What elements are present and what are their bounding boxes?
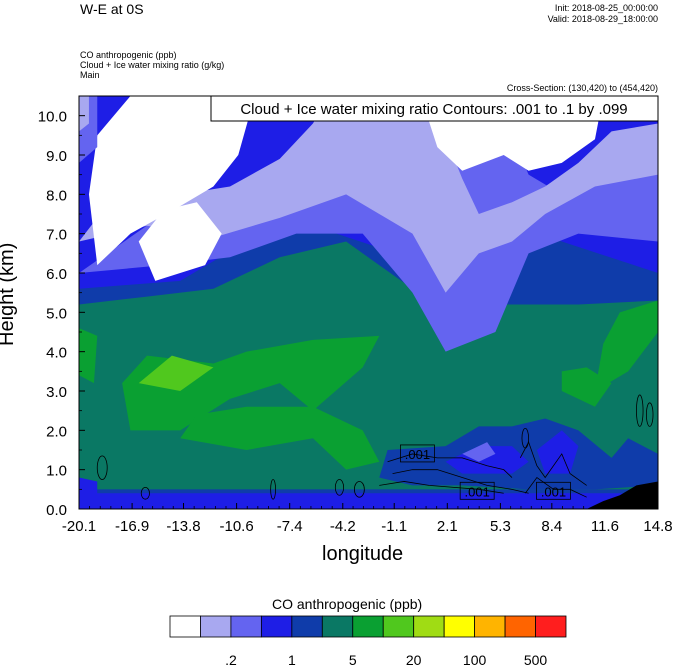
fill-region-13 bbox=[561, 367, 612, 407]
fill-region-19 bbox=[79, 477, 98, 509]
fill-region-21 bbox=[586, 481, 658, 509]
y-axis: 0.0 1.0 2.0 3.0 4.0 5.0 6.0 7.0 8.0 9.0 10.0 bbox=[38, 109, 85, 519]
contour-ellipse-5 bbox=[636, 394, 644, 427]
x-tick-label: -1.1 bbox=[381, 518, 407, 535]
contour-label-box-0 bbox=[400, 444, 435, 463]
contour-line-4 bbox=[524, 476, 587, 498]
y-tick-label: 6.0 bbox=[46, 266, 67, 283]
contour-ellipse-0 bbox=[96, 455, 108, 480]
fill-region-15 bbox=[138, 355, 214, 391]
field-cloud: Cloud + Ice water mixing ratio (g/kg) bbox=[80, 60, 225, 70]
x-tick-label: 5.3 bbox=[490, 518, 511, 535]
colorbar-box-7 bbox=[382, 615, 415, 638]
contour-labels: .001 .001 .001 bbox=[400, 444, 571, 500]
y-tick-label: 10.0 bbox=[38, 109, 67, 126]
y-tick-label: 4.0 bbox=[46, 345, 67, 362]
colorbar-box-11 bbox=[504, 615, 536, 638]
colorbar-tick-label: 20 bbox=[406, 652, 422, 667]
chart-title: W-E at 0S bbox=[80, 1, 144, 17]
fill-region-9 bbox=[79, 96, 89, 132]
y-tick-label: 0.0 bbox=[46, 502, 67, 519]
field-co: CO anthropogenic (ppb) bbox=[80, 50, 177, 60]
x-tick-label: -13.8 bbox=[166, 518, 200, 535]
field-main: Main bbox=[80, 70, 100, 80]
colorbar-box-4 bbox=[291, 615, 323, 638]
colorbar-title: CO anthropogenic (ppb) bbox=[272, 596, 423, 612]
contour-ellipse-2 bbox=[270, 479, 276, 500]
contour-ellipse-1 bbox=[140, 486, 150, 500]
fill-region-18 bbox=[536, 430, 579, 474]
fill-region-10 bbox=[122, 335, 380, 431]
contour-label-0: .001 bbox=[405, 447, 430, 462]
fill-region-4 bbox=[79, 96, 658, 293]
colorbar-box-1 bbox=[200, 615, 232, 638]
contour-label-box-1 bbox=[459, 481, 495, 500]
contour-label-1: .001 bbox=[465, 484, 490, 499]
fill-region-11 bbox=[180, 406, 380, 470]
colorbar-box-6 bbox=[352, 615, 384, 638]
time-info: Init: 2018-08-25_00:00:00 Valid: 2018-08… bbox=[548, 3, 658, 25]
colorbar-box-0 bbox=[169, 615, 201, 638]
y-tick-label: 9.0 bbox=[46, 148, 67, 165]
y-tick-label: 5.0 bbox=[46, 305, 67, 322]
valid-time: Valid: 2018-08-29_18:00:00 bbox=[547, 14, 658, 24]
colorbar-box-10 bbox=[474, 615, 506, 638]
cloud-contour-lines bbox=[96, 394, 654, 500]
colorbar-tick-label: 100 bbox=[463, 652, 487, 667]
x-tick-label: 11.6 bbox=[591, 518, 619, 535]
contour-info-text: Cloud + Ice water mixing ratio Contours:… bbox=[240, 101, 627, 118]
colorbar-box-12 bbox=[535, 615, 567, 638]
x-tick-label: 8.4 bbox=[541, 518, 562, 535]
contour-ellipse-3 bbox=[334, 479, 345, 496]
fill-region-20 bbox=[462, 442, 496, 462]
contour-info-frame bbox=[210, 95, 659, 122]
y-tick-label: 8.0 bbox=[46, 187, 67, 204]
x-tick-label: 14.8 bbox=[643, 518, 672, 535]
x-axis-title: longitude bbox=[322, 543, 404, 565]
contour-ellipse-6 bbox=[645, 402, 654, 427]
fill-region-12 bbox=[594, 300, 658, 391]
x-tick-label: -16.9 bbox=[115, 518, 149, 535]
colorbar: .2 1 5 20 100 500 bbox=[169, 615, 567, 667]
x-axis: -20.1 -16.9 -13.8 -10.6 -7.4 -4.2 -1.1 2.1 5.3 8.… bbox=[62, 503, 673, 535]
colorbar-box-9 bbox=[443, 615, 476, 638]
colorbar-tick-label: 500 bbox=[524, 652, 548, 667]
y-tick-label: 7.0 bbox=[46, 227, 67, 244]
init-time: Init: 2018-08-25_00:00:00 bbox=[554, 3, 658, 13]
x-tick-label: -20.1 bbox=[62, 518, 96, 535]
contour-ellipse-4 bbox=[353, 481, 365, 498]
colorbar-box-5 bbox=[321, 615, 354, 638]
colorbar-box-8 bbox=[413, 615, 445, 638]
x-tick-label: 2.1 bbox=[437, 518, 458, 535]
colorbar-tick-label: 1 bbox=[288, 652, 296, 667]
colorbar-box-2 bbox=[230, 615, 262, 638]
y-tick-label: 2.0 bbox=[46, 423, 67, 440]
filled-contours bbox=[79, 96, 658, 509]
fill-region-6 bbox=[138, 202, 222, 281]
y-tick-label: 3.0 bbox=[46, 384, 67, 401]
contour-label-2: .001 bbox=[541, 484, 566, 499]
cross-section-label: Cross-Section: (130,420) to (454,420) bbox=[506, 83, 658, 93]
contour-info-box: Cloud + Ice water mixing ratio Contours:… bbox=[210, 95, 659, 122]
fill-region-5 bbox=[88, 96, 255, 266]
colorbar-tick-label: 5 bbox=[349, 652, 357, 667]
contour-line-1 bbox=[392, 469, 529, 494]
contour-label-box-2 bbox=[536, 481, 571, 500]
contour-ellipse-7 bbox=[521, 427, 529, 449]
x-tick-label: -4.2 bbox=[330, 518, 356, 535]
contour-line-2 bbox=[379, 481, 504, 494]
x-tick-label: -7.4 bbox=[277, 518, 303, 535]
x-tick-label: -10.6 bbox=[220, 518, 254, 535]
colorbar-box-3 bbox=[260, 615, 293, 638]
fill-region-14 bbox=[79, 328, 98, 384]
contour-line-0 bbox=[387, 453, 513, 478]
y-tick-label: 1.0 bbox=[46, 463, 67, 480]
field-list: CO anthropogenic (ppb) Cloud + Ice water… bbox=[80, 50, 224, 80]
colorbar-tick-label: .2 bbox=[225, 652, 237, 667]
